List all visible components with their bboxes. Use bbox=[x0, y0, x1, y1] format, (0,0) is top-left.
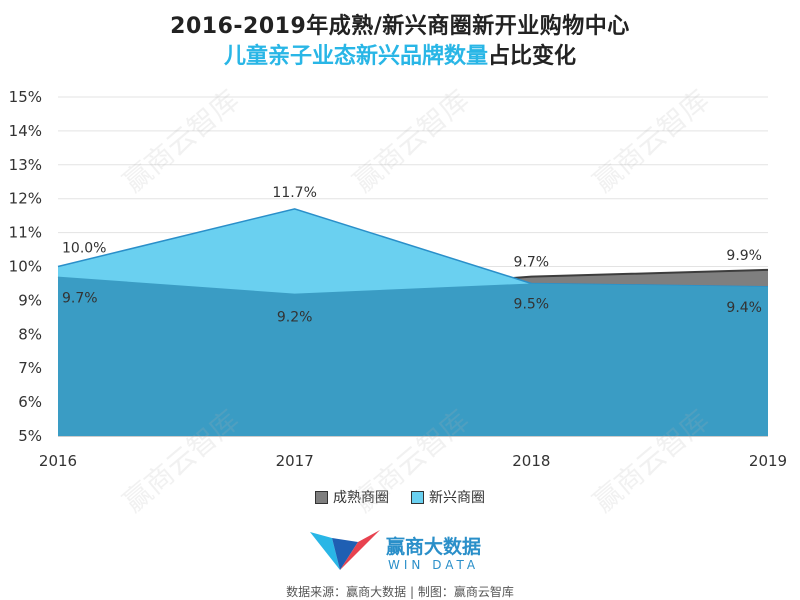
chart-title-highlight: 儿童亲子业态新兴品牌数量 bbox=[223, 44, 488, 69]
legend-label-mature: 成熟商圈 bbox=[333, 490, 389, 506]
legend-swatch-emerging bbox=[411, 490, 424, 504]
logo-name: 赢商大数据 bbox=[386, 536, 482, 558]
y-tick-label: 8% bbox=[18, 325, 42, 343]
y-tick-label: 7% bbox=[18, 359, 42, 377]
data-label-emerging: 9.5% bbox=[514, 296, 550, 312]
chart-title-line2: 儿童亲子业态新兴品牌数量占比变化 bbox=[0, 38, 800, 70]
x-tick-label: 2018 bbox=[512, 452, 550, 470]
chart-title-line1: 2016-2019年成熟/新兴商圈新开业购物中心 bbox=[170, 14, 630, 39]
data-label-emerging: 9.4% bbox=[726, 300, 762, 316]
y-tick-label: 6% bbox=[18, 393, 42, 411]
x-tick-label: 2019 bbox=[749, 452, 787, 470]
legend: 成熟商圈 新兴商圈 bbox=[0, 487, 800, 507]
logo-sub: WIN DATA bbox=[388, 558, 480, 572]
area-chart: 5% 6% 7% 8% 9% 10% 11% 12% 13% 14% 15% 2016 2017 201… bbox=[9, 88, 787, 470]
y-tick-label: 10% bbox=[9, 258, 42, 276]
area-overlap bbox=[58, 276, 768, 436]
y-tick-label: 12% bbox=[9, 190, 42, 208]
legend-label-emerging: 新兴商圈 bbox=[429, 490, 485, 506]
y-tick-label: 11% bbox=[9, 224, 42, 242]
y-tick-label: 14% bbox=[9, 122, 42, 140]
data-label-emerging: 10.0% bbox=[62, 241, 106, 257]
source-note: 数据来源：赢商大数据 | 制图：赢商云智库 bbox=[286, 585, 514, 599]
chart-title-rest: 占比变化 bbox=[488, 44, 577, 69]
y-tick-label: 9% bbox=[18, 291, 42, 309]
data-label-mature: 9.7% bbox=[514, 255, 550, 271]
legend-swatch-mature bbox=[315, 490, 328, 504]
data-label-mature: 9.7% bbox=[62, 291, 98, 307]
y-tick-label: 15% bbox=[9, 88, 42, 106]
data-label-emerging: 11.7% bbox=[272, 185, 316, 201]
legend-item-emerging: 新兴商圈 bbox=[411, 487, 485, 507]
y-tick-label: 5% bbox=[18, 427, 42, 445]
logo-mark-icon bbox=[310, 530, 380, 570]
x-tick-label: 2017 bbox=[276, 452, 314, 470]
data-label-mature: 9.2% bbox=[277, 310, 313, 326]
x-tick-label: 2016 bbox=[39, 452, 77, 470]
brand-logo: 赢商大数据 WIN DATA bbox=[308, 528, 508, 578]
legend-item-mature: 成熟商圈 bbox=[315, 487, 389, 507]
data-label-mature: 9.9% bbox=[726, 248, 762, 264]
y-tick-label: 13% bbox=[9, 156, 42, 174]
